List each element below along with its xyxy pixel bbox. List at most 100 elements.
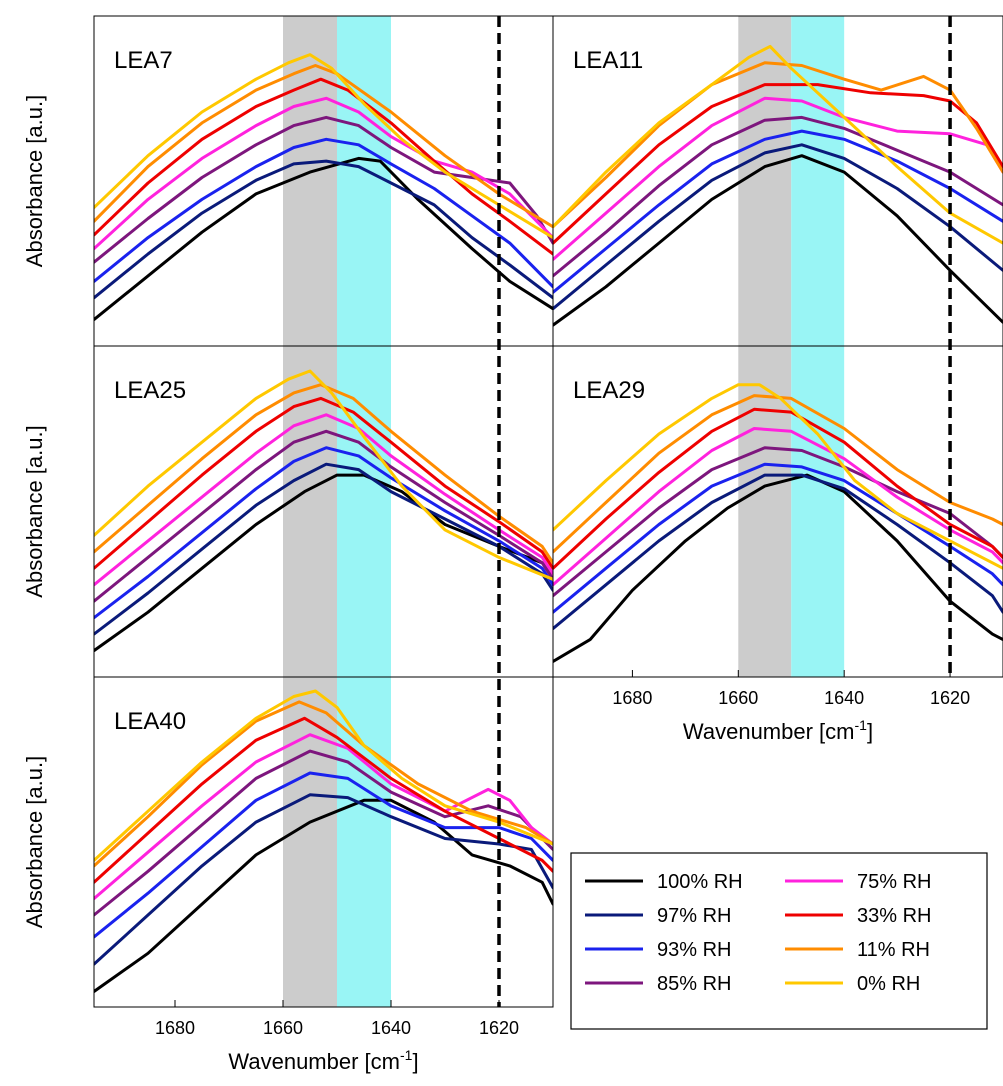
x-axis-label-suffix: ] (412, 1049, 418, 1074)
legend-label: 97% RH (657, 905, 731, 927)
series-line-85-rh (94, 429, 553, 603)
legend-item-97-rh: 97% RH (585, 905, 731, 927)
x-tick-label: 1680 (612, 688, 652, 708)
plot-area (94, 346, 553, 677)
plot-area (94, 677, 553, 1007)
series-line-75-rh (94, 733, 553, 901)
panel-frame (552, 345, 1003, 678)
series-line-100-rh (94, 156, 553, 322)
x-tick-label: 1620 (930, 688, 970, 708)
panels: LEA7 Absorbance [a.u.] LEA11 LEA25 Absorbanc… (22, 15, 1003, 1074)
series-line-85-rh (553, 446, 1003, 598)
series-line-11-rh (553, 61, 1003, 229)
band-grey (283, 677, 337, 1007)
series-line-97-rh (94, 462, 553, 636)
series-line-97-rh (94, 793, 553, 966)
series-line-97-rh (94, 159, 553, 300)
legend-item-11-rh: 11% RH (785, 939, 930, 961)
x-axis-label-text: Wavenumber [cm (683, 719, 855, 744)
panel-lea11: LEA11 (552, 15, 1003, 347)
x-tick-label: 1620 (479, 1018, 519, 1038)
x-axis-label-suffix: ] (867, 719, 873, 744)
series-line-93-rh (94, 446, 553, 620)
plot-area (94, 16, 553, 346)
legend-item-0-rh: 0% RH (785, 973, 920, 995)
y-axis-label: Absorbance [a.u.] (22, 756, 47, 928)
series-line-11-rh (94, 383, 553, 565)
x-axis-label: Wavenumber [cm-1] (228, 1047, 418, 1074)
band-cyan (791, 346, 845, 677)
series-line-75-rh (94, 413, 553, 587)
series-line-100-rh (553, 473, 1003, 663)
series-line-33-rh (553, 83, 1003, 245)
series-line-97-rh (553, 143, 1003, 311)
legend-item-33-rh: 33% RH (785, 905, 931, 927)
series-line-100-rh (553, 154, 1003, 327)
series-line-93-rh (553, 462, 1003, 614)
series-line-93-rh (94, 771, 553, 939)
x-axis-label: Wavenumber [cm-1] (683, 717, 873, 744)
panel-lea7: LEA7 Absorbance [a.u.] (22, 15, 554, 347)
series-line-75-rh (553, 96, 1003, 261)
legend-item-93-rh: 93% RH (585, 939, 731, 961)
legend-label: 75% RH (857, 871, 931, 893)
series-line-33-rh (94, 396, 553, 570)
series-line-75-rh (94, 96, 553, 251)
series-line-85-rh (553, 115, 1003, 278)
legend-item-85-rh: 85% RH (585, 973, 731, 995)
panel-title: LEA29 (573, 377, 645, 404)
series-line-93-rh (94, 137, 553, 289)
series-line-33-rh (94, 716, 553, 884)
legend: 100% RH 97% RH 93% RH 85% RH 75% RH 33% RH 11%… (570, 852, 988, 1030)
panel-title: LEA25 (114, 377, 186, 404)
series-line-0-rh (94, 689, 553, 862)
x-tick-label: 1680 (155, 1018, 195, 1038)
y-axis-label: Absorbance [a.u.] (22, 425, 47, 597)
x-axis-label-superscript: -1 (400, 1047, 413, 1063)
series-line-0-rh (94, 53, 553, 240)
series-line-0-rh (94, 369, 553, 581)
series-line-0-rh (553, 44, 1003, 245)
series-line-11-rh (94, 64, 553, 229)
panel-lea29: LEA29 1680 1660 1640 1620 Wavenumber [cm-1] (552, 345, 1003, 744)
legend-item-75-rh: 75% RH (785, 871, 931, 893)
x-tick-label: 1660 (263, 1018, 303, 1038)
series-line-93-rh (553, 129, 1003, 294)
series-line-11-rh (553, 394, 1003, 554)
series-line-85-rh (94, 115, 553, 264)
legend-label: 100% RH (657, 871, 743, 893)
x-tick-label: 1640 (371, 1018, 411, 1038)
x-axis-label-superscript: -1 (855, 717, 868, 733)
x-axis-label-text: Wavenumber [cm (228, 1049, 400, 1074)
band-cyan (337, 677, 391, 1007)
band-cyan (337, 16, 391, 346)
series-line-100-rh (94, 473, 553, 653)
plot-area (553, 16, 1003, 346)
legend-item-100-rh: 100% RH (585, 871, 743, 893)
panel-lea40: LEA40 1680 1660 1640 1620 Wavenumber [cm-1] Ab… (22, 676, 554, 1074)
series-line-75-rh (553, 427, 1003, 587)
legend-label: 93% RH (657, 939, 731, 961)
series-line-0-rh (553, 383, 1003, 570)
panel-title: LEA7 (114, 47, 173, 74)
x-tick-label: 1640 (824, 688, 864, 708)
series-line-100-rh (94, 798, 553, 993)
x-tick-label: 1660 (718, 688, 758, 708)
series-line-33-rh (553, 407, 1003, 570)
plot-area (553, 346, 1003, 677)
panel-title: LEA11 (573, 47, 643, 74)
band-cyan (337, 346, 391, 677)
legend-label: 85% RH (657, 973, 731, 995)
y-axis-label: Absorbance [a.u.] (22, 95, 47, 267)
series-line-33-rh (94, 77, 553, 256)
legend-label: 0% RH (857, 973, 920, 995)
legend-label: 11% RH (857, 939, 930, 961)
series-line-85-rh (94, 749, 553, 917)
legend-label: 33% RH (857, 905, 931, 927)
series-line-97-rh (553, 473, 1003, 631)
panel-lea25: LEA25 Absorbance [a.u.] (22, 345, 554, 678)
panel-title: LEA40 (114, 708, 186, 735)
series-line-11-rh (94, 700, 553, 868)
panel-frame (93, 676, 554, 1008)
